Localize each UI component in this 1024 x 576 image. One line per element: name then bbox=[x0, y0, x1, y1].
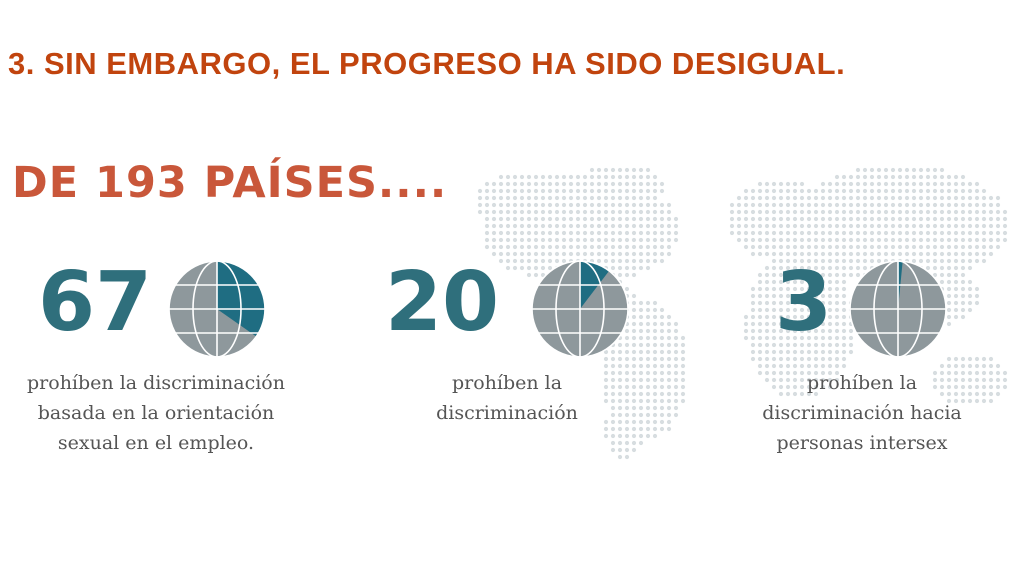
stat-number-2: 3 bbox=[775, 255, 833, 350]
stat-caption-1: prohíben la discriminación bbox=[412, 368, 602, 428]
stat-caption-2-line-2: discriminación hacia bbox=[762, 402, 962, 424]
stat-caption-1-line-2: discriminación bbox=[436, 402, 578, 424]
chart-subtitle: DE 193 PAÍSES.... bbox=[12, 158, 448, 208]
stat-caption-0-line-2: basada en la orientación bbox=[37, 402, 275, 424]
stat-caption-0-line-1: prohíben la discriminación bbox=[27, 372, 285, 394]
globe-pie-0 bbox=[168, 260, 266, 358]
stat-caption-2-line-1: prohíben la bbox=[806, 372, 918, 394]
map-dots bbox=[477, 167, 1008, 460]
stat-number-1: 20 bbox=[385, 255, 500, 350]
globe-grid-lines bbox=[168, 260, 266, 358]
stat-caption-1-line-1: prohíben la bbox=[451, 372, 563, 394]
world-map-dots bbox=[477, 167, 1008, 460]
stat-caption-2: prohíben la discriminación hacia persona… bbox=[742, 368, 982, 458]
globe-pie-2 bbox=[849, 260, 947, 358]
stat-caption-0-line-3: sexual en el empleo. bbox=[57, 432, 255, 454]
stat-number-0: 67 bbox=[38, 255, 153, 350]
globe-grid-lines bbox=[531, 260, 629, 358]
stat-caption-2-line-3: personas intersex bbox=[776, 432, 948, 454]
slide-title: 3. SIN EMBARGO, EL PROGRESO HA SIDO DESI… bbox=[8, 46, 846, 81]
globe-pie-1 bbox=[531, 260, 629, 358]
stat-caption-0: prohíben la discriminación basada en la … bbox=[10, 368, 302, 458]
globe-grid-lines bbox=[849, 260, 947, 358]
